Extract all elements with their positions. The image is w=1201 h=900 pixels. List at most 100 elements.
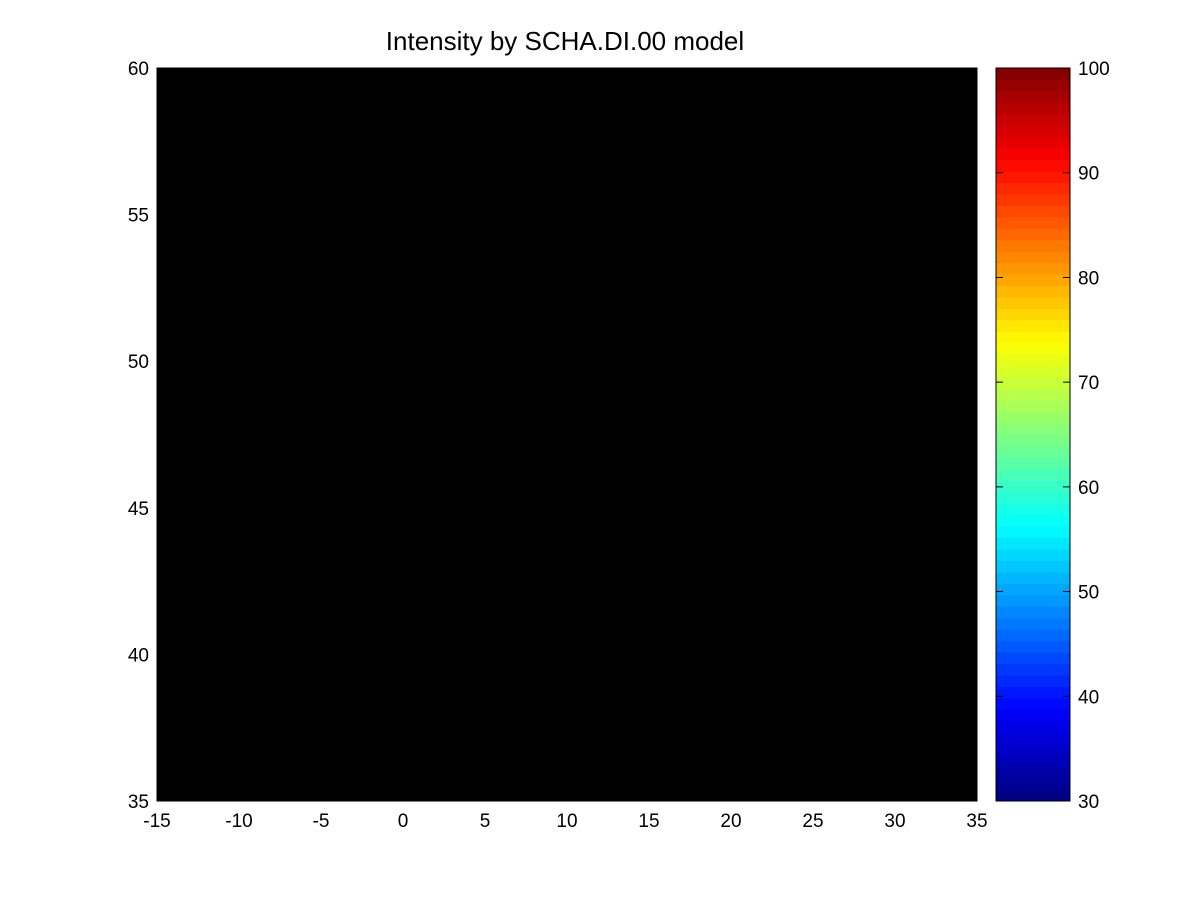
field-cell xyxy=(557,529,568,541)
field-cell xyxy=(577,630,588,641)
field-cell xyxy=(477,188,488,200)
field-cell xyxy=(897,178,908,190)
field-cell xyxy=(667,228,678,240)
field-cell xyxy=(827,580,838,591)
field-cell xyxy=(957,138,968,149)
field-cell xyxy=(277,228,288,240)
field-cell xyxy=(707,308,718,320)
field-cell xyxy=(327,539,338,551)
field-cell xyxy=(637,499,648,511)
field-cell xyxy=(337,98,348,109)
field-cell xyxy=(347,258,358,270)
field-cell xyxy=(947,218,958,230)
field-cell xyxy=(727,208,738,220)
field-cell xyxy=(287,298,298,310)
field-cell xyxy=(907,108,918,119)
field-cell xyxy=(277,600,288,611)
field-cell xyxy=(947,298,958,310)
field-cell xyxy=(407,78,418,89)
field-cell xyxy=(577,208,588,220)
field-cell xyxy=(237,288,248,300)
field-cell xyxy=(217,660,228,672)
field-cell xyxy=(337,610,348,621)
field-cell xyxy=(657,88,668,99)
field-cell xyxy=(587,208,598,220)
field-cell xyxy=(657,419,668,431)
field-cell xyxy=(867,359,878,370)
field-cell xyxy=(967,459,977,471)
field-cell xyxy=(307,610,318,621)
field-cell xyxy=(437,580,448,591)
field-cell xyxy=(337,539,348,551)
field-cell xyxy=(467,630,478,641)
field-cell xyxy=(407,349,418,360)
field-cell xyxy=(807,560,818,571)
field-cell xyxy=(497,489,508,501)
field-cell xyxy=(807,349,818,360)
field-cell xyxy=(427,108,438,119)
field-cell xyxy=(857,158,868,170)
field-cell xyxy=(737,288,748,300)
field-cell xyxy=(237,419,248,431)
field-cell xyxy=(397,590,408,601)
field-cell xyxy=(587,499,598,511)
field-cell xyxy=(367,98,378,109)
field-cell xyxy=(497,319,508,330)
field-cell xyxy=(457,419,468,431)
field-cell xyxy=(377,238,388,250)
field-cell xyxy=(897,118,908,129)
field-cell xyxy=(237,529,248,541)
field-cell xyxy=(577,570,588,581)
field-cell xyxy=(537,108,548,119)
field-cell xyxy=(607,158,618,170)
field-cell xyxy=(437,590,448,601)
field-cell xyxy=(677,359,688,370)
field-cell xyxy=(327,118,338,129)
field-cell xyxy=(337,459,348,471)
field-cell xyxy=(167,118,178,129)
field-cell xyxy=(877,539,888,551)
field-cell xyxy=(897,208,908,220)
field-cell xyxy=(777,439,788,451)
field-cell xyxy=(207,108,218,119)
field-cell xyxy=(777,570,788,581)
field-cell xyxy=(957,399,968,410)
field-cell xyxy=(737,208,748,220)
field-cell xyxy=(497,238,508,250)
field-cell xyxy=(397,118,408,129)
field-cell xyxy=(787,68,798,79)
field-cell xyxy=(837,650,848,662)
field-cell xyxy=(597,409,608,421)
field-cell xyxy=(447,308,458,320)
field-cell xyxy=(957,128,968,139)
field-cell xyxy=(757,168,768,180)
field-cell xyxy=(917,128,928,139)
field-cell xyxy=(627,138,638,149)
field-cell xyxy=(547,359,558,370)
field-cell xyxy=(217,98,228,109)
field-cell xyxy=(697,178,708,190)
field-cell xyxy=(217,168,228,180)
field-cell xyxy=(707,600,718,611)
field-cell xyxy=(877,128,888,139)
field-cell xyxy=(187,308,198,320)
field-cell xyxy=(667,519,678,531)
field-cell xyxy=(557,228,568,240)
field-cell xyxy=(667,138,678,149)
field-cell xyxy=(347,68,358,79)
field-cell xyxy=(867,128,878,139)
field-cell xyxy=(667,630,678,641)
field-cell xyxy=(467,319,478,330)
field-cell xyxy=(227,479,238,491)
field-cell xyxy=(947,549,958,561)
field-cell xyxy=(167,459,178,471)
field-cell xyxy=(567,479,578,491)
field-cell xyxy=(667,258,678,270)
field-cell xyxy=(397,539,408,551)
field-cell xyxy=(527,138,538,149)
field-cell xyxy=(657,399,668,410)
field-cell xyxy=(897,188,908,200)
field-cell xyxy=(627,479,638,491)
field-cell xyxy=(937,529,948,541)
field-cell xyxy=(237,268,248,280)
